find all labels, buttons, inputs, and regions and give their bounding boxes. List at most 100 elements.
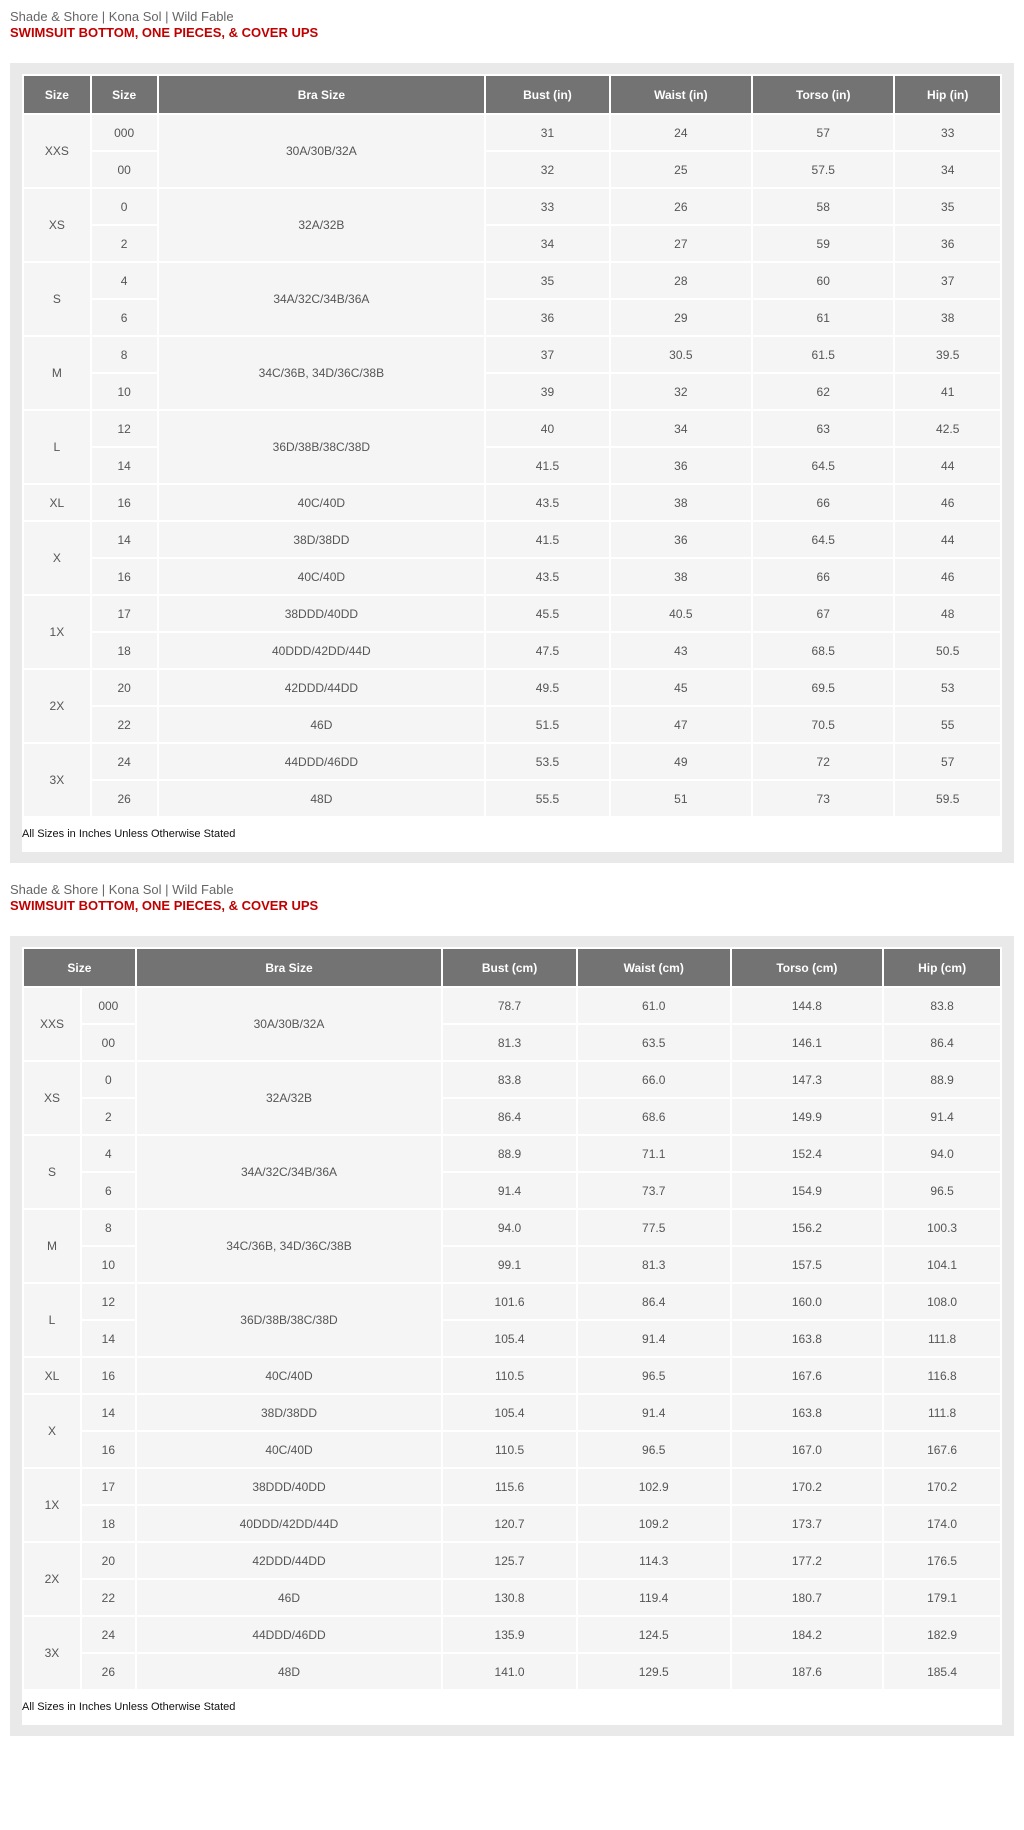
table-row: 16 40C/40D 43.5 38 66 46 xyxy=(24,559,1000,594)
table-row: 18 40DDD/42DD/44D 120.7 109.2 173.7 174.0 xyxy=(24,1506,1000,1541)
bust-value: 105.4 xyxy=(443,1395,576,1430)
bust-value: 43.5 xyxy=(486,559,609,594)
waist-value: 27 xyxy=(610,226,752,261)
bust-value: 78.7 xyxy=(443,988,576,1023)
bust-value: 101.6 xyxy=(443,1284,576,1319)
hip-value: 111.8 xyxy=(884,1395,1000,1430)
hip-value: 179.1 xyxy=(884,1580,1000,1615)
table-row: 2 86.4 68.6 149.9 91.4 xyxy=(24,1099,1000,1134)
numeric-size: 20 xyxy=(91,670,157,705)
bra-size: 36D/38B/38C/38D xyxy=(158,411,485,483)
waist-value: 96.5 xyxy=(577,1358,730,1393)
numeric-size: 8 xyxy=(91,337,157,372)
size-label: X xyxy=(24,1395,80,1467)
bust-value: 41.5 xyxy=(486,448,609,483)
torso-value: 70.5 xyxy=(753,707,894,742)
waist-value: 45 xyxy=(610,670,752,705)
table-row: XXS 000 30A/30B/32A 31 24 57 33 xyxy=(24,115,1000,187)
bust-value: 47.5 xyxy=(486,633,609,668)
numeric-size: 14 xyxy=(91,522,157,557)
bra-size: 42DDD/44DD xyxy=(136,1543,442,1578)
size-label: L xyxy=(24,1284,80,1356)
size-label: S xyxy=(24,263,90,335)
bust-value: 81.3 xyxy=(443,1025,576,1060)
waist-value: 91.4 xyxy=(577,1395,730,1430)
bra-size: 40DDD/42DD/44D xyxy=(158,633,485,668)
table-row: 6 91.4 73.7 154.9 96.5 xyxy=(24,1173,1000,1208)
torso-value: 66 xyxy=(753,485,894,520)
bust-value: 39 xyxy=(486,374,609,409)
table-row: 22 46D 130.8 119.4 180.7 179.1 xyxy=(24,1580,1000,1615)
waist-value: 24 xyxy=(610,115,752,150)
table-row: X 14 38D/38DD 105.4 91.4 163.8 111.8 xyxy=(24,1395,1000,1467)
waist-value: 129.5 xyxy=(577,1654,730,1689)
numeric-size: 4 xyxy=(81,1136,135,1171)
numeric-size: 00 xyxy=(81,1025,135,1060)
size-table: Size Size Bra Size Bust (in) Waist (in) Torso… xyxy=(22,74,1002,818)
numeric-size: 000 xyxy=(81,988,135,1023)
hip-value: 116.8 xyxy=(884,1358,1000,1393)
numeric-size: 10 xyxy=(81,1247,135,1282)
numeric-size: 24 xyxy=(81,1617,135,1652)
hip-value: 41 xyxy=(895,374,1000,409)
torso-value: 146.1 xyxy=(731,1025,883,1060)
torso-value: 66 xyxy=(753,559,894,594)
waist-value: 34 xyxy=(610,411,752,446)
bust-value: 55.5 xyxy=(486,781,609,816)
bra-size: 40C/40D xyxy=(158,485,485,520)
bust-value: 110.5 xyxy=(443,1358,576,1393)
numeric-size: 20 xyxy=(81,1543,135,1578)
hip-value: 59.5 xyxy=(895,781,1000,816)
column-header: Bra Size xyxy=(158,76,485,113)
torso-value: 156.2 xyxy=(731,1210,883,1245)
numeric-size: 12 xyxy=(91,411,157,446)
table-row: 14 105.4 91.4 163.8 111.8 xyxy=(24,1321,1000,1356)
bust-value: 51.5 xyxy=(486,707,609,742)
column-header: Size xyxy=(91,76,157,113)
column-header: Waist (cm) xyxy=(577,949,730,986)
bust-value: 135.9 xyxy=(443,1617,576,1652)
table-row: 26 48D 141.0 129.5 187.6 185.4 xyxy=(24,1654,1000,1689)
size-label: XL xyxy=(24,485,90,520)
size-label: 3X xyxy=(24,1617,80,1689)
table-row: 00 81.3 63.5 146.1 86.4 xyxy=(24,1025,1000,1060)
torso-value: 154.9 xyxy=(731,1173,883,1208)
bra-size: 34A/32C/34B/36A xyxy=(136,1136,442,1208)
waist-value: 38 xyxy=(610,559,752,594)
numeric-size: 22 xyxy=(91,707,157,742)
torso-value: 59 xyxy=(753,226,894,261)
torso-value: 149.9 xyxy=(731,1099,883,1134)
waist-value: 28 xyxy=(610,263,752,298)
numeric-size: 16 xyxy=(81,1432,135,1467)
hip-value: 48 xyxy=(895,596,1000,631)
bra-size: 32A/32B xyxy=(158,189,485,261)
waist-value: 51 xyxy=(610,781,752,816)
column-header: Size xyxy=(24,76,90,113)
size-label: M xyxy=(24,337,90,409)
hip-value: 174.0 xyxy=(884,1506,1000,1541)
column-header: Waist (in) xyxy=(610,76,752,113)
column-header: Bra Size xyxy=(136,949,442,986)
bra-size: 38DDD/40DD xyxy=(158,596,485,631)
size-table: Size Bra Size Bust (cm) Waist (cm) Torso (cm… xyxy=(22,947,1002,1691)
table-row: S 4 34A/32C/34B/36A 88.9 71.1 152.4 94.0 xyxy=(24,1136,1000,1208)
column-header: Bust (cm) xyxy=(443,949,576,986)
numeric-size: 16 xyxy=(91,559,157,594)
bra-size: 34C/36B, 34D/36C/38B xyxy=(136,1210,442,1282)
size-chart-section: Shade & Shore | Kona Sol | Wild Fable SWI… xyxy=(0,873,1024,1736)
waist-value: 81.3 xyxy=(577,1247,730,1282)
column-header: Bust (in) xyxy=(486,76,609,113)
hip-value: 94.0 xyxy=(884,1136,1000,1171)
waist-value: 36 xyxy=(610,448,752,483)
bra-size: 32A/32B xyxy=(136,1062,442,1134)
table-wrapper: Size Size Bra Size Bust (in) Waist (in) Torso… xyxy=(22,74,1002,852)
hip-value: 176.5 xyxy=(884,1543,1000,1578)
hip-value: 46 xyxy=(895,559,1000,594)
numeric-size: 14 xyxy=(81,1395,135,1430)
bra-size: 36D/38B/38C/38D xyxy=(136,1284,442,1356)
torso-value: 144.8 xyxy=(731,988,883,1023)
waist-value: 73.7 xyxy=(577,1173,730,1208)
torso-value: 180.7 xyxy=(731,1580,883,1615)
units-note: All Sizes in Inches Unless Otherwise Sta… xyxy=(22,1701,236,1713)
torso-value: 60 xyxy=(753,263,894,298)
